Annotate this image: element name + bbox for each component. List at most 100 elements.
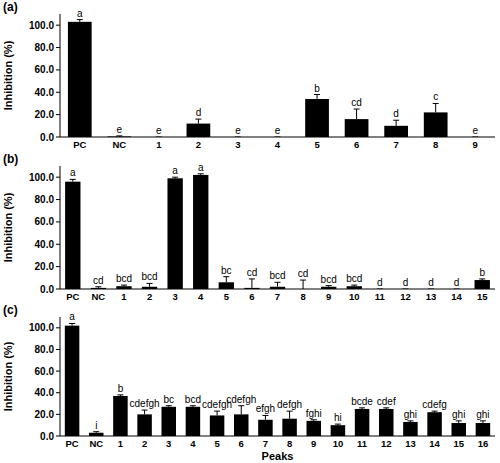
error-line <box>226 277 227 283</box>
error-cap <box>300 280 306 281</box>
x-tick-label: NC <box>112 139 126 150</box>
x-tick-label: 9 <box>473 139 478 150</box>
error-bar <box>456 421 462 423</box>
error-bar <box>77 20 83 22</box>
bar <box>331 425 346 436</box>
x-tick-label: 14 <box>451 291 462 302</box>
bar <box>137 414 152 436</box>
error-bar <box>454 289 460 290</box>
y-tick <box>56 199 60 200</box>
significance-letter: bcd <box>116 273 132 284</box>
error-cap <box>275 137 281 138</box>
y-axis <box>60 166 61 289</box>
x-tick-label: 15 <box>453 438 464 449</box>
error-bar <box>432 411 438 412</box>
bar <box>65 182 80 289</box>
bar <box>91 288 106 289</box>
x-tick-label: 2 <box>142 438 147 449</box>
panel: (b)Inhibition (%)0.020.040.060.080.0100.… <box>2 152 495 302</box>
error-cap <box>93 431 99 432</box>
x-tick-label: 13 <box>426 291 437 302</box>
y-tick <box>56 436 60 437</box>
error-cap <box>70 179 76 180</box>
error-line <box>241 406 242 415</box>
error-cap <box>275 282 281 283</box>
bar <box>186 407 201 436</box>
error-line <box>303 280 304 289</box>
significance-letter: b <box>314 83 320 94</box>
error-cap <box>166 405 172 406</box>
significance-letter: cdefg <box>422 399 446 410</box>
error-cap <box>456 420 462 421</box>
bar <box>307 421 322 436</box>
error-cap <box>402 289 408 290</box>
error-bar <box>147 283 153 286</box>
x-tick-label: 7 <box>393 139 398 150</box>
bar <box>116 286 131 289</box>
bar <box>345 119 369 137</box>
error-cap <box>354 109 360 110</box>
panel: (c)Inhibition (%)0.020.040.060.080.0100.… <box>2 303 495 462</box>
error-cap <box>335 424 341 425</box>
significance-letter: b <box>479 267 485 278</box>
x-tick-label: 5 <box>314 139 320 150</box>
significance-letter: bcd <box>269 270 285 281</box>
significance-letter: e <box>275 125 281 136</box>
error-line <box>356 109 357 119</box>
significance-letter: cd <box>247 267 258 278</box>
y-tick <box>56 371 60 372</box>
x-tick-label: 6 <box>354 139 359 150</box>
error-cap <box>432 411 438 412</box>
significance-letter: a <box>198 162 204 173</box>
panel-label: (a) <box>3 0 18 14</box>
error-bar <box>383 408 389 409</box>
y-tick <box>56 244 60 245</box>
x-tick-label: 3 <box>235 139 240 150</box>
significance-letter: a <box>172 165 178 176</box>
error-bar <box>480 421 486 423</box>
error-cap <box>214 411 220 412</box>
bar <box>167 178 182 289</box>
error-cap <box>195 119 201 120</box>
error-bar <box>223 277 229 283</box>
bar <box>187 124 211 137</box>
significance-letter: bcd <box>185 394 201 405</box>
x-tick-label: 1 <box>118 438 124 449</box>
error-bar <box>314 95 320 99</box>
error-cap <box>377 289 383 290</box>
x-tick-label: 15 <box>477 291 488 302</box>
error-bar <box>402 289 408 290</box>
bar <box>244 288 259 289</box>
bar <box>427 412 442 436</box>
error-bar <box>262 415 268 419</box>
bar <box>107 136 131 137</box>
error-cap <box>116 135 122 136</box>
x-tick-label: 7 <box>275 291 280 302</box>
y-tick <box>56 137 60 138</box>
y-axis-label: Inhibition (%) <box>2 341 14 411</box>
y-tick-label: 100.0 <box>29 322 54 333</box>
significance-letter: bcd <box>346 273 362 284</box>
error-cap <box>351 285 357 286</box>
marks <box>65 174 490 289</box>
significance-letter: ghi <box>452 409 465 420</box>
bar <box>321 287 336 289</box>
error-cap <box>235 137 241 138</box>
bar <box>89 433 104 436</box>
y-tick <box>56 414 60 415</box>
x-tick-label: 1 <box>156 139 162 150</box>
error-bar <box>238 406 244 415</box>
significance-letter: cdefgh <box>226 394 256 405</box>
error-bar <box>142 410 148 414</box>
bar <box>379 409 394 436</box>
error-bar <box>156 137 162 138</box>
bar <box>113 396 128 436</box>
x-tick-label: 4 <box>275 139 281 150</box>
error-line <box>265 415 266 419</box>
error-line <box>396 120 397 126</box>
figure: (a)Inhibition (%)0.020.040.060.080.0100.… <box>0 0 500 463</box>
x-tick-label: 8 <box>300 291 305 302</box>
y-tick <box>56 114 60 115</box>
x-axis-label: Peaks <box>262 450 294 462</box>
error-cap <box>472 137 478 138</box>
